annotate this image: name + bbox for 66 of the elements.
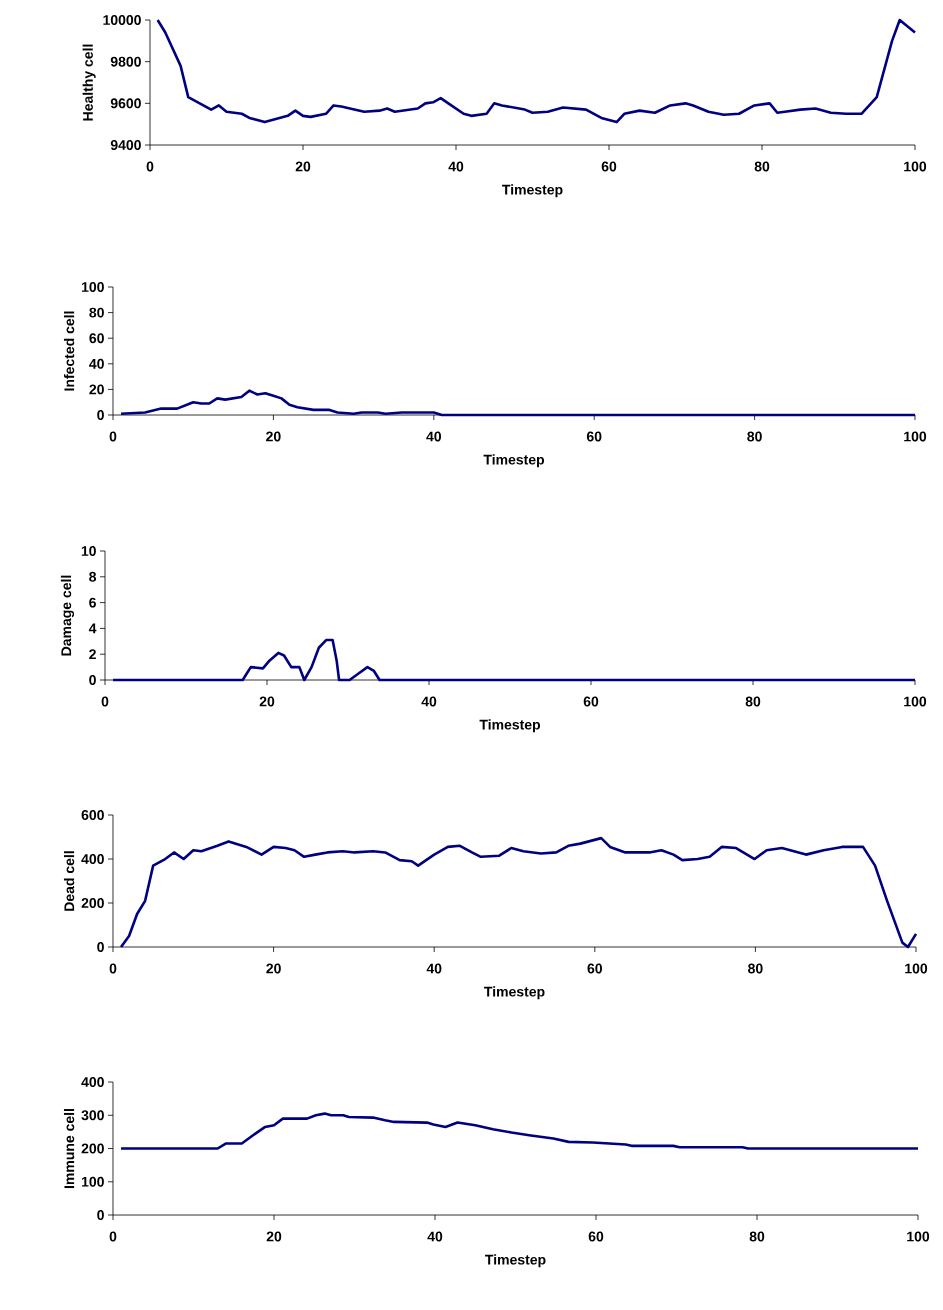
y-axis-title: Infected cell	[63, 311, 75, 391]
x-tick-label: 60	[583, 696, 599, 707]
x-tick-label: 20	[266, 963, 281, 974]
x-tick-label: 40	[427, 1231, 443, 1242]
x-tick-label: 100	[907, 1231, 930, 1242]
y-tick-label: 10000	[103, 15, 141, 25]
y-tick-label: 9600	[110, 98, 141, 109]
line-series	[119, 389, 917, 417]
x-tick-label: 60	[601, 161, 617, 172]
y-tick-label: 200	[81, 898, 104, 908]
y-tick-label: 6	[89, 597, 96, 608]
y-tick-label: 9800	[110, 56, 141, 67]
x-tick-label: 60	[586, 431, 602, 442]
y-tick-label: 4	[88, 623, 97, 634]
x-axis-title: Timestep	[502, 184, 563, 198]
x-tick-label: 80	[749, 1231, 765, 1242]
x-tick-label: 20	[295, 161, 311, 172]
y-tick-label: 400	[81, 1077, 104, 1087]
x-axis-title: Timestep	[485, 1254, 546, 1268]
line-series	[119, 1112, 920, 1150]
y-tick-label: 400	[81, 854, 104, 864]
x-tick-label: 40	[426, 431, 442, 442]
y-tick-label: 8	[89, 571, 97, 582]
x-tick-label: 80	[748, 963, 763, 974]
y-tick-label: 0	[97, 942, 104, 952]
x-tick-label: 20	[266, 1231, 282, 1242]
x-tick-label: 20	[266, 431, 281, 442]
y-tick-label: 40	[89, 358, 104, 369]
x-axis-title: Timestep	[484, 986, 545, 1000]
x-tick-label: 80	[754, 161, 770, 172]
x-axis-title: Timestep	[479, 719, 541, 733]
y-tick-label: 80	[89, 307, 104, 318]
line-series	[111, 638, 917, 682]
y-tick-label: 300	[81, 1110, 104, 1121]
y-tick-label: 0	[97, 410, 104, 420]
y-tick-label: 600	[81, 810, 104, 820]
x-tick-label: 80	[747, 431, 762, 442]
x-tick-label: 100	[904, 431, 927, 442]
y-tick-label: 60	[89, 333, 104, 344]
x-tick-label: 60	[587, 963, 603, 974]
y-axis-title: Healthy cell	[82, 44, 96, 121]
x-tick-label: 20	[259, 696, 275, 707]
x-tick-label: 80	[745, 696, 761, 707]
x-tick-label: 40	[426, 963, 442, 974]
y-tick-label: 0	[97, 1210, 104, 1220]
y-tick-label: 20	[89, 384, 104, 395]
x-tick-label: 40	[421, 696, 437, 707]
y-tick-label: 200	[81, 1143, 104, 1154]
y-tick-label: 100	[81, 1176, 104, 1187]
x-tick-label: 100	[904, 161, 927, 172]
line-series	[156, 18, 917, 124]
x-tick-label: 60	[588, 1231, 604, 1242]
y-tick-label: 10	[81, 546, 96, 556]
y-axis-title: Immune cell	[63, 1109, 75, 1189]
x-tick-label: 100	[904, 696, 927, 707]
y-tick-label: 0	[89, 675, 96, 685]
y-axis-title: Dead cell	[63, 851, 75, 911]
y-tick-label: 9400	[110, 140, 141, 150]
y-tick-label: 2	[89, 649, 96, 660]
y-axis-title: Damage cell	[60, 575, 75, 656]
x-tick-label: 100	[905, 963, 928, 974]
x-tick-label: 40	[448, 161, 464, 172]
y-tick-label: 100	[81, 282, 104, 292]
x-tick-label: 0	[146, 161, 154, 172]
x-axis-title: Timestep	[483, 454, 545, 468]
line-series	[119, 836, 918, 949]
